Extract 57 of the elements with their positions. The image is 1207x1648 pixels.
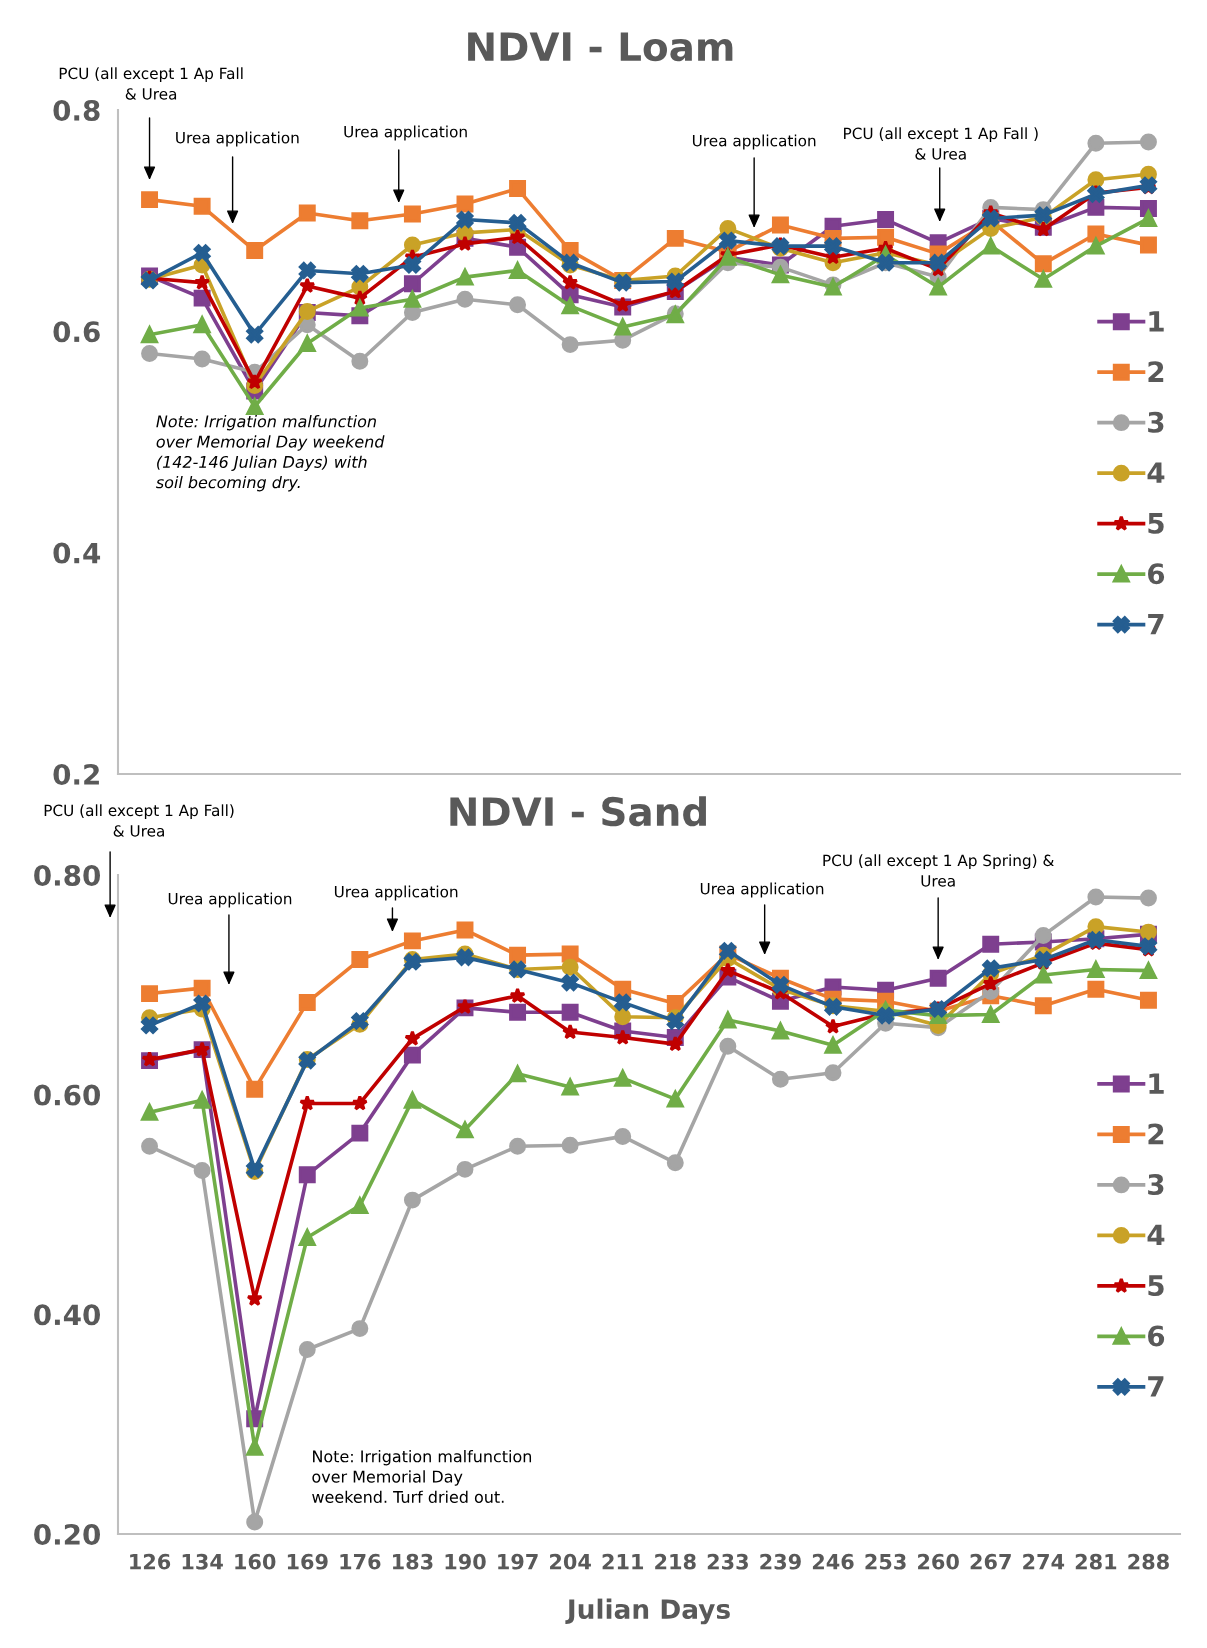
annotation: Urea application bbox=[344, 125, 467, 141]
annotation: Urea application bbox=[334, 885, 458, 901]
legend-label: 5 bbox=[1148, 1275, 1164, 1296]
x-tick-label: 134 bbox=[182, 1553, 223, 1570]
y-tick-label: 0.8 bbox=[53, 99, 100, 121]
x-tick-label: 253 bbox=[865, 1553, 906, 1570]
legend-label: 1 bbox=[1149, 1073, 1164, 1094]
y-tick-label: 0.20 bbox=[34, 1523, 101, 1545]
legend-label: 4 bbox=[1147, 1224, 1165, 1246]
legend-label: 1 bbox=[1149, 311, 1164, 332]
x-tick-label: 183 bbox=[393, 1553, 433, 1570]
x-tick-label: 197 bbox=[498, 1553, 538, 1570]
annotation: PCU (all except 1 Ap Spring) & Urea bbox=[823, 854, 1054, 887]
legend-label: 3 bbox=[1148, 1174, 1164, 1196]
x-tick-label: 233 bbox=[707, 1553, 748, 1570]
x-tick-label: 218 bbox=[655, 1553, 696, 1570]
x-tick-label: 267 bbox=[970, 1553, 1011, 1570]
annotation: Urea application bbox=[700, 882, 824, 898]
annotation: Note: Irrigation malfunction over Memorial Day weekend. Turf dried out. bbox=[312, 1450, 532, 1503]
annotation: Urea application bbox=[176, 131, 299, 147]
legend-label: 5 bbox=[1148, 513, 1164, 534]
x-tick-label: 211 bbox=[602, 1553, 644, 1570]
x-tick-label: 288 bbox=[1128, 1553, 1169, 1570]
y-tick-label: 0.2 bbox=[53, 763, 99, 785]
x-tick-label: 281 bbox=[1075, 1553, 1117, 1570]
y-tick-label: 0.80 bbox=[34, 864, 101, 886]
x-tick-label: 246 bbox=[812, 1553, 854, 1570]
legend-label: 7 bbox=[1148, 1376, 1164, 1397]
y-tick-label: 0.60 bbox=[34, 1084, 101, 1106]
y-tick-label: 0.4 bbox=[53, 542, 101, 564]
annotation: Urea application bbox=[168, 892, 292, 908]
x-tick-label: 169 bbox=[287, 1553, 328, 1570]
x-tick-label: 260 bbox=[918, 1553, 959, 1570]
annotation: PCU (all except 1 Ap Fall ) & Urea bbox=[844, 127, 1038, 160]
x-tick-label: 204 bbox=[550, 1553, 591, 1570]
annotation: Note: Irrigation malfunction over Memorial Day weekend (142-146 Julian Days) with soil becoming dry. bbox=[156, 415, 385, 492]
x-tick-label: 274 bbox=[1023, 1553, 1065, 1570]
legend-label: 7 bbox=[1148, 614, 1164, 635]
x-tick-label: 239 bbox=[760, 1553, 801, 1570]
chart-title: NDVI - Sand bbox=[450, 796, 706, 827]
text: PCU (all except 1 Ap Fall & Urea bbox=[59, 67, 243, 100]
y-tick-label: 0.40 bbox=[34, 1304, 101, 1326]
legend-label: 4 bbox=[1147, 462, 1165, 483]
x-axis-title: Julian Days bbox=[565, 1598, 730, 1625]
legend-label: 2 bbox=[1148, 1123, 1164, 1145]
legend-label: 6 bbox=[1148, 563, 1165, 585]
legend-label: 2 bbox=[1148, 361, 1164, 382]
x-tick-label: 190 bbox=[445, 1553, 486, 1570]
y-tick-label: 0.6 bbox=[53, 321, 100, 343]
legend-label: 3 bbox=[1148, 411, 1164, 433]
x-tick-label: 176 bbox=[340, 1553, 381, 1570]
annotation: Urea application bbox=[692, 134, 816, 150]
x-tick-label: 126 bbox=[130, 1553, 171, 1570]
legend-label: 6 bbox=[1148, 1325, 1165, 1347]
chart-title: NDVI - Loam bbox=[468, 32, 733, 62]
text: PCU (all except 1 Ap Fall) & Urea bbox=[44, 804, 234, 837]
x-tick-label: 160 bbox=[235, 1553, 276, 1570]
